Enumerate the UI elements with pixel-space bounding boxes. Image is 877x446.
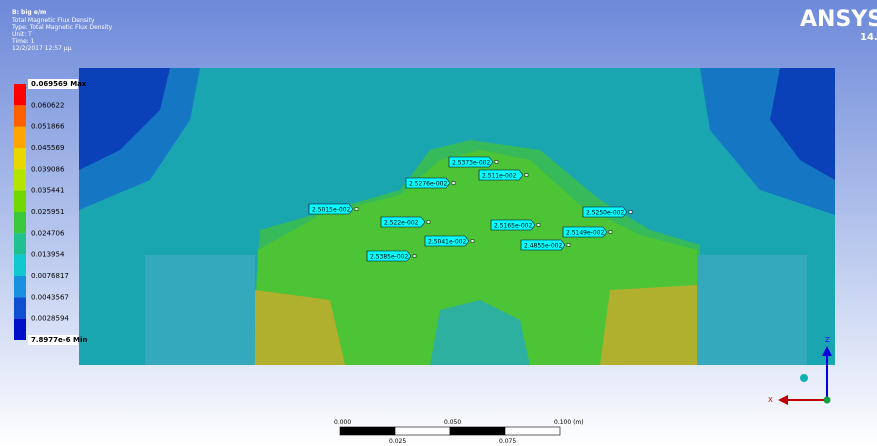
scale-segment bbox=[394, 426, 451, 436]
probe-box bbox=[405, 177, 451, 189]
probe-label: 2.5165e-002 bbox=[494, 223, 532, 230]
probe-box bbox=[478, 169, 524, 181]
legend-label: 0.035441 bbox=[31, 187, 64, 195]
scale-label: 0.100 (m) bbox=[554, 419, 584, 426]
legend-swatch bbox=[14, 190, 26, 212]
legend-label: 0.0076817 bbox=[31, 272, 69, 280]
probe-point bbox=[426, 220, 431, 224]
probe-box bbox=[520, 239, 566, 251]
header-line: 12/2/2017 12:57 μμ bbox=[12, 45, 72, 52]
header-line: Type: Total Magnetic Flux Density bbox=[11, 24, 113, 31]
legend-swatch bbox=[14, 276, 26, 298]
legend-label: 0.045569 bbox=[31, 144, 64, 152]
probe-point bbox=[354, 207, 359, 211]
probe-label: 2.5149e-002 bbox=[566, 230, 604, 237]
probe-point bbox=[608, 230, 613, 234]
scale-label: 0.025 bbox=[389, 438, 406, 445]
logo: ANSYS bbox=[800, 7, 877, 32]
triad-x-head bbox=[778, 395, 788, 405]
probe-point bbox=[536, 223, 541, 227]
scale-label: 0.075 bbox=[499, 438, 516, 445]
probe-point bbox=[524, 173, 529, 177]
legend-swatch bbox=[14, 233, 26, 255]
probe-label: 2.5373e-002 bbox=[452, 160, 490, 167]
probe-label: 2.5385e-002 bbox=[370, 254, 408, 261]
legend-swatch bbox=[14, 212, 26, 234]
scale-label: 0.000 bbox=[334, 419, 351, 426]
legend-swatch bbox=[14, 148, 26, 170]
model bbox=[79, 68, 835, 365]
legend-label: 0.069569 Max bbox=[31, 80, 87, 88]
legend-label-bg bbox=[28, 335, 78, 345]
legend-label: 7.8977e-6 Min bbox=[31, 336, 87, 344]
probe-box bbox=[308, 203, 354, 215]
version: 14. bbox=[860, 32, 877, 43]
legend-swatch bbox=[14, 126, 26, 148]
probe-box bbox=[582, 206, 628, 218]
legend-swatch bbox=[14, 254, 26, 276]
probe-box bbox=[490, 219, 536, 231]
header-line: Total Magnetic Flux Density bbox=[11, 17, 95, 24]
probe-point bbox=[628, 210, 633, 214]
probe-point bbox=[412, 254, 417, 258]
probe-label: 2.511e-002 bbox=[482, 173, 517, 180]
legend-label: 0.051866 bbox=[31, 123, 65, 131]
header-line: Time: 1 bbox=[11, 38, 35, 45]
scale-segment bbox=[339, 426, 396, 436]
legend-swatch bbox=[14, 84, 26, 106]
probe-point bbox=[566, 243, 571, 247]
probe-box bbox=[424, 235, 470, 247]
probe-box bbox=[380, 216, 426, 228]
probe-box bbox=[366, 250, 412, 262]
legend-label-bg bbox=[28, 79, 78, 89]
triad-z-head bbox=[822, 346, 832, 356]
result-title: B: big e/m bbox=[12, 9, 46, 16]
legend-label: 0.060622 bbox=[31, 101, 64, 109]
probe-point bbox=[494, 160, 499, 164]
scale-label: 0.050 bbox=[444, 419, 461, 426]
triad-x-label: X bbox=[768, 396, 773, 404]
probe-label: 2.4855e-002 bbox=[524, 243, 562, 250]
triad-y bbox=[800, 374, 808, 382]
probe-label: 2.5015e-002 bbox=[312, 207, 350, 214]
triad-origin bbox=[823, 396, 831, 404]
legend-label: 0.025951 bbox=[31, 208, 64, 216]
probe-point bbox=[451, 181, 456, 185]
probe-point bbox=[470, 239, 475, 243]
header-line: Unit: T bbox=[12, 31, 32, 38]
probe-label: 2.5041e-002 bbox=[428, 239, 466, 246]
scale-segment bbox=[449, 426, 506, 436]
probe-box bbox=[448, 156, 494, 168]
probe-label: 2.522e-002 bbox=[384, 220, 419, 227]
legend-swatch bbox=[14, 169, 26, 191]
legend-label: 0.024706 bbox=[31, 229, 65, 237]
probe-label: 2.5250e-002 bbox=[586, 210, 624, 217]
legend-label: 0.0043567 bbox=[31, 293, 69, 301]
legend-label: 0.0028594 bbox=[31, 315, 69, 323]
probe-box bbox=[562, 226, 608, 238]
triad-z-label: Z bbox=[825, 336, 830, 344]
probe-label: 2.5276e-002 bbox=[409, 181, 447, 188]
legend-swatch bbox=[14, 318, 26, 340]
legend-label: 0.039086 bbox=[31, 165, 65, 173]
legend-swatch bbox=[14, 105, 26, 127]
scale-segment bbox=[504, 426, 561, 436]
legend-label: 0.013954 bbox=[31, 251, 65, 259]
legend-swatch bbox=[14, 297, 26, 319]
